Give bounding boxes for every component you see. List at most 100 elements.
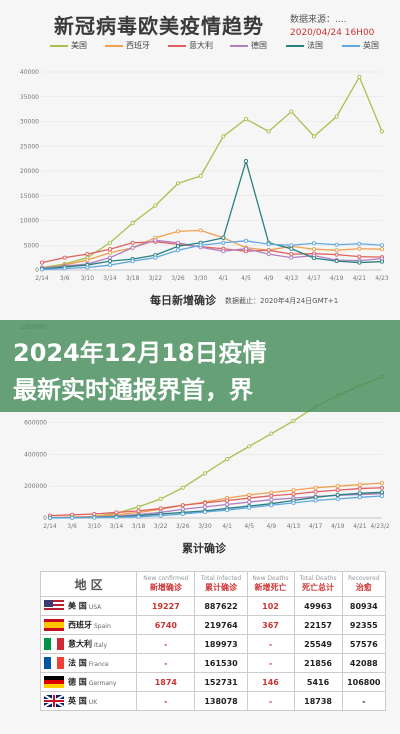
data-point [379,490,385,495]
country-name-en: Italy [94,641,108,649]
data-point [269,493,274,498]
series-line [49,482,383,519]
table-cell: 887622 [194,596,248,616]
data-point [47,515,53,520]
data-point [114,510,119,515]
x-tick-label: 3/18 [132,523,146,530]
table-cell: 219764 [194,615,248,635]
data-point [357,482,362,487]
series-line [41,239,383,269]
data-point [175,181,181,186]
x-tick-label: 4/17 [309,523,323,530]
data-point [180,511,185,517]
table-cell: 189973 [194,634,248,654]
table-row: 西班牙 Spain 6740 219764 367 22157 92355 [39,615,387,635]
data-point [379,485,385,490]
table-cell: - [246,691,295,711]
table-cell: 102 [246,596,295,616]
data-point [136,508,141,513]
data-point [269,431,274,436]
legend-item-uk: 英国 [342,40,379,51]
data-point [266,248,271,253]
data-point [357,260,362,265]
table-cell: 21856 [293,653,343,673]
data-point [379,247,385,252]
page-title: 新冠病毒欧美疫情趋势 [54,14,264,38]
data-point [39,260,45,265]
y-tick-label: 40000 [20,69,39,76]
x-tick-label: 3/30 [198,523,212,530]
legend-label: 西班牙 [126,41,150,50]
data-point [335,492,340,497]
data-point [136,504,141,509]
data-point [107,250,113,255]
series-line [41,158,383,270]
data-point [130,245,135,250]
legend-label: 德国 [251,41,267,50]
data-point [114,515,119,520]
headline-line2: 最新实时通报界首，界 [13,376,253,404]
data-point [313,498,318,503]
data-point [107,262,113,268]
data-point [334,114,339,119]
legend-label: 意大利 [189,41,213,50]
x-tick-label: 3/10 [81,275,95,282]
x-tick-label: 3/18 [126,275,140,282]
table-cell: 25549 [293,634,343,654]
data-point [266,252,271,257]
x-tick-label: 4/1 [219,275,229,282]
legend-item-es: 西班牙 [105,40,150,51]
country-cell: 西班牙 Spain [39,615,138,635]
data-point [107,259,113,264]
data-point [266,129,271,134]
y-tick-label: 25000 [20,143,39,150]
data-point [130,240,135,245]
y-tick-label: 0 [35,267,39,274]
data-point [247,505,252,510]
country-name-zh: 意大利 [68,639,92,649]
country-name-zh: 西班牙 [68,620,92,630]
data-point [269,497,274,502]
header: 新冠病毒欧美疫情趋势 数据来源：.... 2020/04/24 16H00 [0,6,400,46]
flag-it-icon [44,638,64,650]
legend-swatch [286,44,304,47]
country-name-en: UK [88,698,98,706]
data-point [198,228,203,233]
data-point [334,259,339,264]
data-point [291,488,296,493]
date-text: 2020/04/24 16H00 [290,28,375,38]
table-row: 德 国 Germany 1874 152731 146 5416 106800 [39,672,387,692]
source-text: 数据来源：.... [290,15,347,25]
data-point [225,457,230,462]
data-point [130,220,135,226]
data-point [269,503,274,508]
data-point [357,74,362,79]
data-point [243,246,249,251]
x-tick-label: 4/19 [330,275,344,282]
x-tick-label: 4/9 [264,275,274,282]
data-point [266,242,271,247]
data-point [313,495,318,500]
data-point [379,259,385,264]
legend-swatch [342,44,360,47]
table-cell: 138078 [194,691,248,711]
legend-label: 英国 [363,41,379,50]
data-point [225,502,230,507]
flag-de-icon [44,676,64,688]
data-point [247,444,252,449]
data-point [311,247,317,252]
data-point [92,515,97,520]
data-point [85,265,90,270]
table-cell: 80934 [341,596,387,616]
data-point [198,243,203,248]
table-cell: 42088 [341,653,387,673]
headline-banner: 2024年12月18日疫情 最新实时通报界首，界 [0,320,400,412]
country-name-zh: 德 国 [68,677,87,687]
x-tick-label: 4/21 [353,275,367,282]
data-point [311,241,317,246]
data-point [291,418,296,423]
data-point [62,266,67,271]
flag-fr-icon [44,657,64,669]
data-point [202,509,207,515]
data-point [243,116,249,122]
